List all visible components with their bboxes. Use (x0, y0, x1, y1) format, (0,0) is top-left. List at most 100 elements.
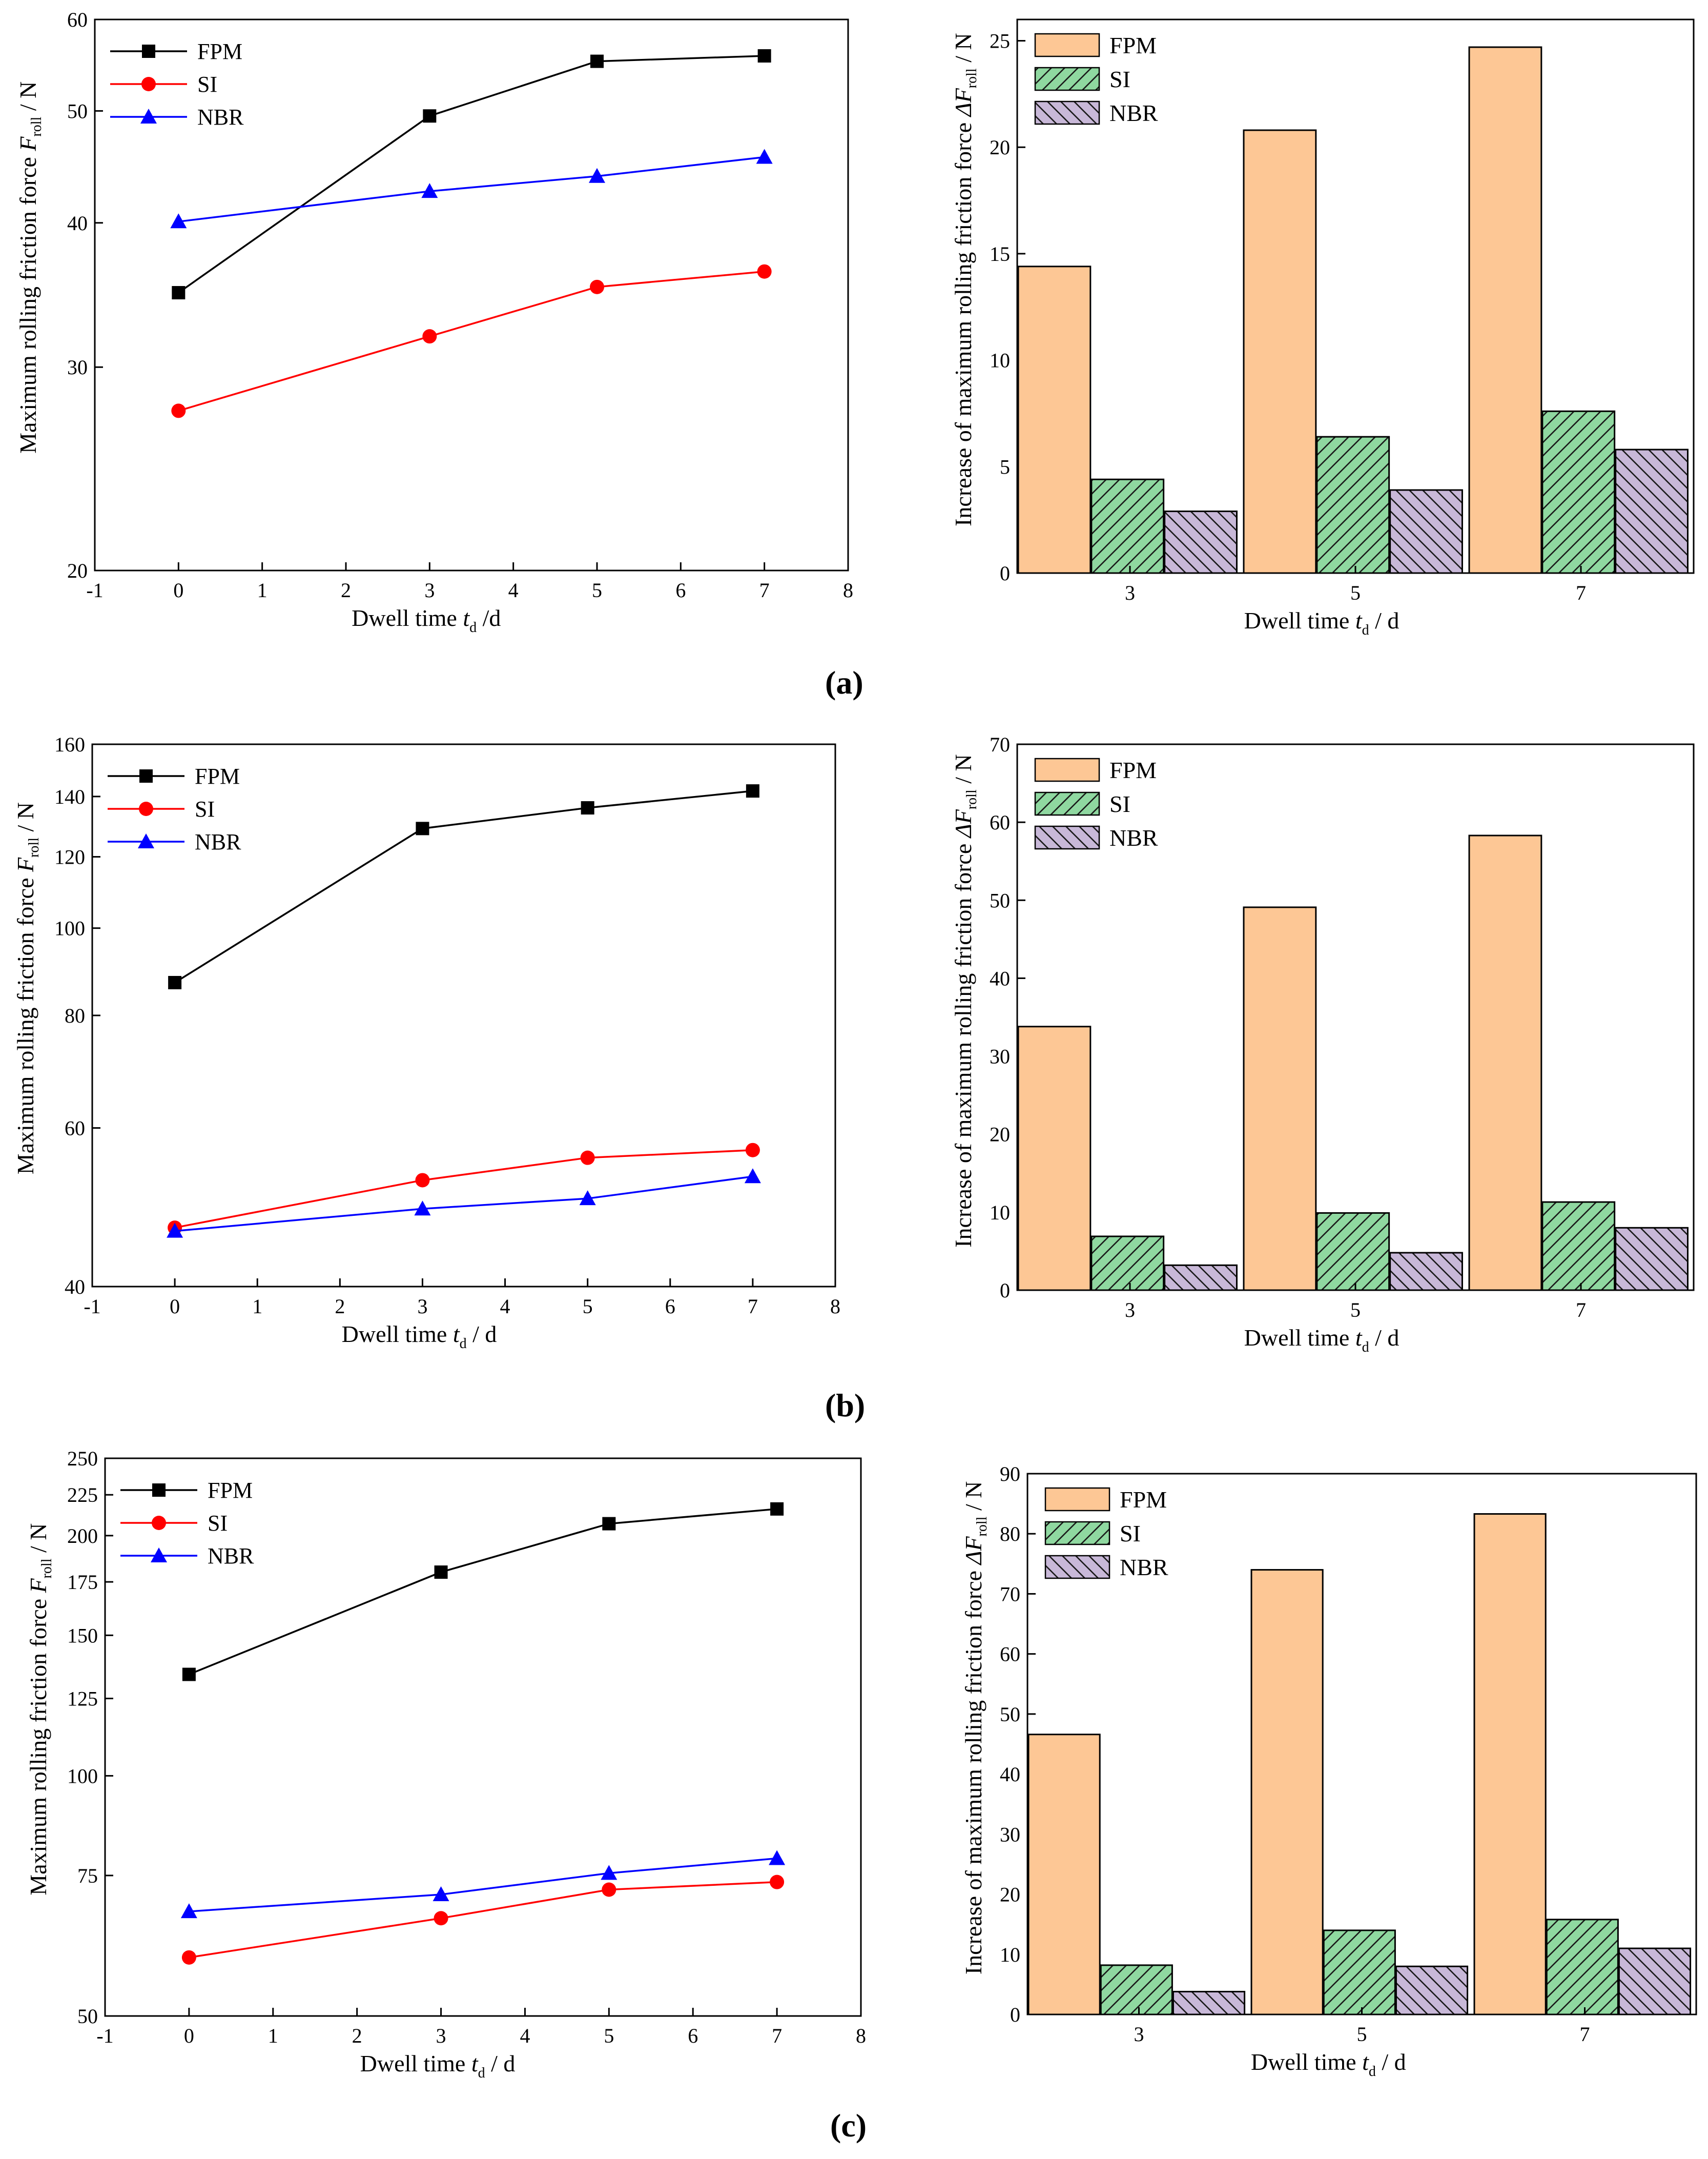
panel-1-line-ytick-label: 140 (54, 785, 85, 808)
panel-2-bar-bar-nbr (1395, 1965, 1469, 2015)
panel-2-line-ytick-label: 75 (77, 1864, 98, 1887)
panel-2-line-xtick-label: 6 (688, 2024, 698, 2047)
panel-0-bar-legend-swatch (1034, 33, 1100, 57)
panel-1-line-ytick-label: 60 (65, 1117, 85, 1140)
panel-1-bar-ytick-label: 20 (990, 1123, 1010, 1146)
panel-0-line-point-si (757, 264, 772, 279)
panel-0-line-legend-marker (141, 77, 156, 91)
panel-2-bar-ytick-label: 0 (1010, 2003, 1020, 2026)
panel-0-line-xtick-label: 8 (843, 579, 853, 602)
panel-1-bar-bar-si (1541, 1201, 1616, 1291)
panel-1-line-point-si (415, 1173, 430, 1188)
panel-0-bar-xlabel: Dwell time td / d (1244, 607, 1400, 638)
panel-0-line-xtick-label: 5 (592, 579, 602, 602)
panel-1-line-xtick-label: 6 (665, 1295, 675, 1318)
panel-2-bar-bar-nbr (1618, 1947, 1692, 2015)
panel-label-c: (c) (830, 2107, 867, 2144)
panel-1-bar-ytick-label: 30 (990, 1045, 1010, 1068)
panel-0-bar-bar-nbr (1164, 511, 1238, 574)
panel-0-bar-ylabel-text: Increase of maximum rolling friction for… (950, 33, 980, 526)
panel-1-bar-bar-nbr (1389, 1252, 1463, 1291)
panel-1-line-legend-label: NBR (195, 829, 241, 854)
panel-0-line-point-si (590, 279, 604, 294)
panel-2-bar-xtick-label: 3 (1134, 2023, 1144, 2046)
panel-0-line-point-nbr (170, 213, 187, 229)
panel-1-line-xtick-label: 8 (830, 1295, 840, 1318)
panel-2-bar-ytick-label: 70 (1000, 1582, 1020, 1605)
panel-1-bar-ytick-label: 70 (990, 733, 1010, 756)
panel-2-bar-legend-label: FPM (1120, 1486, 1167, 1513)
panel-1-line-point-fpm (416, 822, 429, 836)
panel-0-line-legend-marker (142, 45, 155, 58)
panel-0-line-ytick-label: 30 (67, 356, 88, 379)
panel-0-bar-bar-si (1541, 410, 1616, 574)
panel-2-line-xtick-label: 0 (184, 2024, 194, 2047)
panel-1-bar-chart: 0 10 20 30 40 50 60 70 3 5 7 FPM SI NBR Increase of ma… (950, 733, 1695, 1355)
panel-2-line-point-si (181, 1950, 196, 1965)
panel-2-bar-ytick-label: 90 (1000, 1462, 1020, 1485)
panel-1-bar-bar-nbr (1164, 1264, 1238, 1291)
panel-0-bar-bar-fpm (1017, 266, 1092, 574)
panel-1-line-xlabel: Dwell time td / d (342, 1321, 497, 1352)
panel-1-line-point-fpm (746, 784, 759, 798)
panel-2-line-ytick-label: 175 (67, 1571, 98, 1594)
panel-0-line-ytick-label: 60 (67, 8, 88, 31)
panel-2-bar-ylabel-text: Increase of maximum rolling friction for… (960, 1481, 990, 1975)
panel-2-line-ytick-label: 50 (77, 2005, 98, 2028)
panel-0-line-xtick-label: 6 (675, 579, 686, 602)
panel-0-bar-bar-nbr (1615, 449, 1689, 574)
panel-0-bar-ytick-label: 5 (1000, 455, 1010, 478)
panel-1-line-xtick-label: 0 (170, 1295, 180, 1318)
panel-0-bar-ytick-label: 10 (990, 349, 1010, 372)
panel-1-bar-bar-si (1090, 1235, 1165, 1291)
panel-1-bar-ytick-label: 60 (990, 811, 1010, 834)
panel-0-line-point-nbr (421, 183, 438, 198)
panel-2-bar-bar-si (1546, 1919, 1619, 2015)
panel-0-bar-ytick-label: 20 (990, 136, 1010, 159)
panel-0-line-frame (94, 18, 849, 572)
panel-1-line-xtick-label: 2 (335, 1295, 345, 1318)
panel-2-line-ytick-label: 200 (67, 1524, 98, 1547)
panel-2-bar-ytick-label: 40 (1000, 1763, 1020, 1786)
panel-0-line-point-fpm (423, 109, 437, 123)
panel-2-line-point-fpm (434, 1565, 448, 1579)
panel-2-line-ytick-label: 250 (67, 1447, 98, 1470)
panel-0-bar-ytick-label: 15 (990, 242, 1010, 266)
panel-2-line-xtick-label: 4 (520, 2024, 530, 2047)
panel-2-bar-xtick-label: 5 (1357, 2023, 1367, 2046)
panel-2-line-xtick-label: 3 (436, 2024, 446, 2047)
panel-2-line-xtick-label: -1 (96, 2024, 113, 2047)
panel-1-line-series-nbr (174, 1175, 753, 1232)
panel-1-line-legend-marker (139, 769, 153, 783)
panel-0-line-xtick-label: -1 (86, 579, 103, 602)
panel-2-bar-ytick-label: 60 (1000, 1643, 1020, 1666)
panel-2-bar-bar-fpm (1027, 1734, 1101, 2015)
panel-0-line-xtick-label: 4 (508, 579, 519, 602)
panel-0-line-legend-label: NBR (197, 105, 244, 130)
panel-0-bar-bar-fpm (1468, 46, 1542, 574)
panel-2-bar-legend-label: SI (1120, 1520, 1141, 1546)
panel-1-line-point-fpm (581, 801, 594, 815)
panel-1-bar-frame (1016, 743, 1695, 1291)
panel-2-bar-xlabel: Dwell time td / d (1251, 2049, 1406, 2080)
panel-2-line-legend-label: FPM (208, 1478, 253, 1503)
panel-2-line-point-nbr (180, 1903, 197, 1919)
panel-2-line-xtick-label: 7 (772, 2024, 782, 2047)
panel-2-line-point-si (434, 1911, 448, 1926)
panel-0-bar-legend-label: FPM (1109, 32, 1157, 58)
panel-0-line-point-nbr (589, 168, 605, 183)
panel-0-bar-xtick-label: 7 (1576, 581, 1586, 604)
panel-2-line-point-fpm (770, 1502, 784, 1516)
panel-1-line-legend-label: FPM (195, 764, 240, 789)
panel-2-bar-ytick-label: 30 (1000, 1823, 1020, 1846)
panel-1-bar-ytick-label: 40 (990, 967, 1010, 990)
panel-1-bar-legend-label: NBR (1109, 825, 1158, 851)
panel-1-bar-legend-swatch (1034, 825, 1100, 850)
panel-0-bar-legend-label: NBR (1109, 100, 1158, 126)
panel-2-line-ytick-label: 100 (67, 1764, 98, 1787)
panel-1-line-ytick-label: 80 (65, 1004, 85, 1027)
panel-1-line-xtick-label: 3 (417, 1295, 427, 1318)
panel-1-bar-ylabel: Increase of maximum rolling friction for… (950, 754, 980, 1248)
panel-0-line-xtick-label: 1 (257, 579, 267, 602)
